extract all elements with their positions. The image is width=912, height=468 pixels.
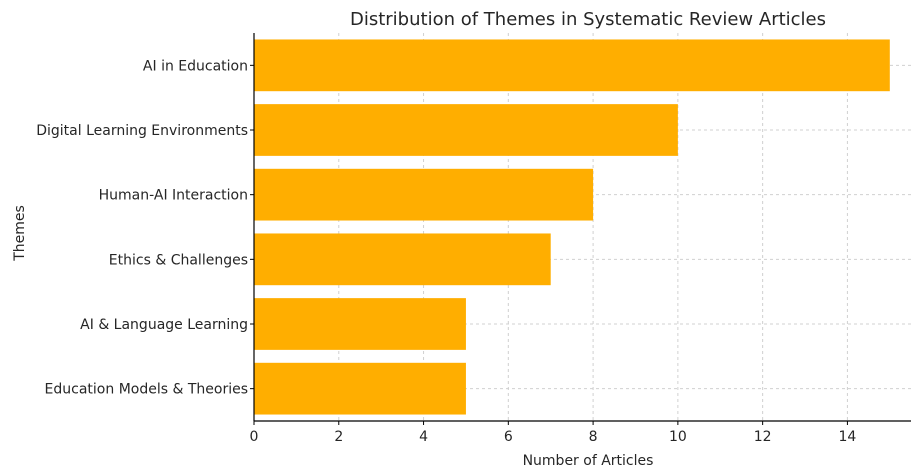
x-tick-label: 6 <box>504 429 513 445</box>
y-tick-label: Education Models & Theories <box>45 382 248 398</box>
x-tick-label: 10 <box>669 429 687 445</box>
bar-0 <box>254 39 890 92</box>
x-tick-label: 12 <box>754 429 772 445</box>
y-tick-label: Human-AI Interaction <box>99 188 248 204</box>
y-axis-label: Themes <box>12 205 28 262</box>
x-tick-label: 8 <box>589 429 598 445</box>
bars-layer <box>254 39 890 415</box>
x-tick-label: 4 <box>419 429 428 445</box>
bar-5 <box>254 362 466 415</box>
x-tick-label: 0 <box>250 429 259 445</box>
x-tick-label: 2 <box>334 429 343 445</box>
axes-layer <box>253 33 911 422</box>
ticks-layer: 0 2 4 6 8 10 12 14 AI in Education Digital Learni… <box>36 58 856 445</box>
x-tick-label: 14 <box>839 429 857 445</box>
y-tick-label: AI in Education <box>143 58 248 74</box>
y-tick-label: Digital Learning Environments <box>36 123 248 139</box>
x-axis-label: Number of Articles <box>523 453 654 468</box>
bar-2 <box>254 168 594 221</box>
bar-4 <box>254 298 466 350</box>
y-tick-label: Ethics & Challenges <box>109 252 248 268</box>
chart-title: Distribution of Themes in Systematic Rev… <box>350 9 826 30</box>
bar-3 <box>254 233 551 286</box>
y-tick-label: AI & Language Learning <box>80 317 248 333</box>
bar-1 <box>254 104 678 156</box>
